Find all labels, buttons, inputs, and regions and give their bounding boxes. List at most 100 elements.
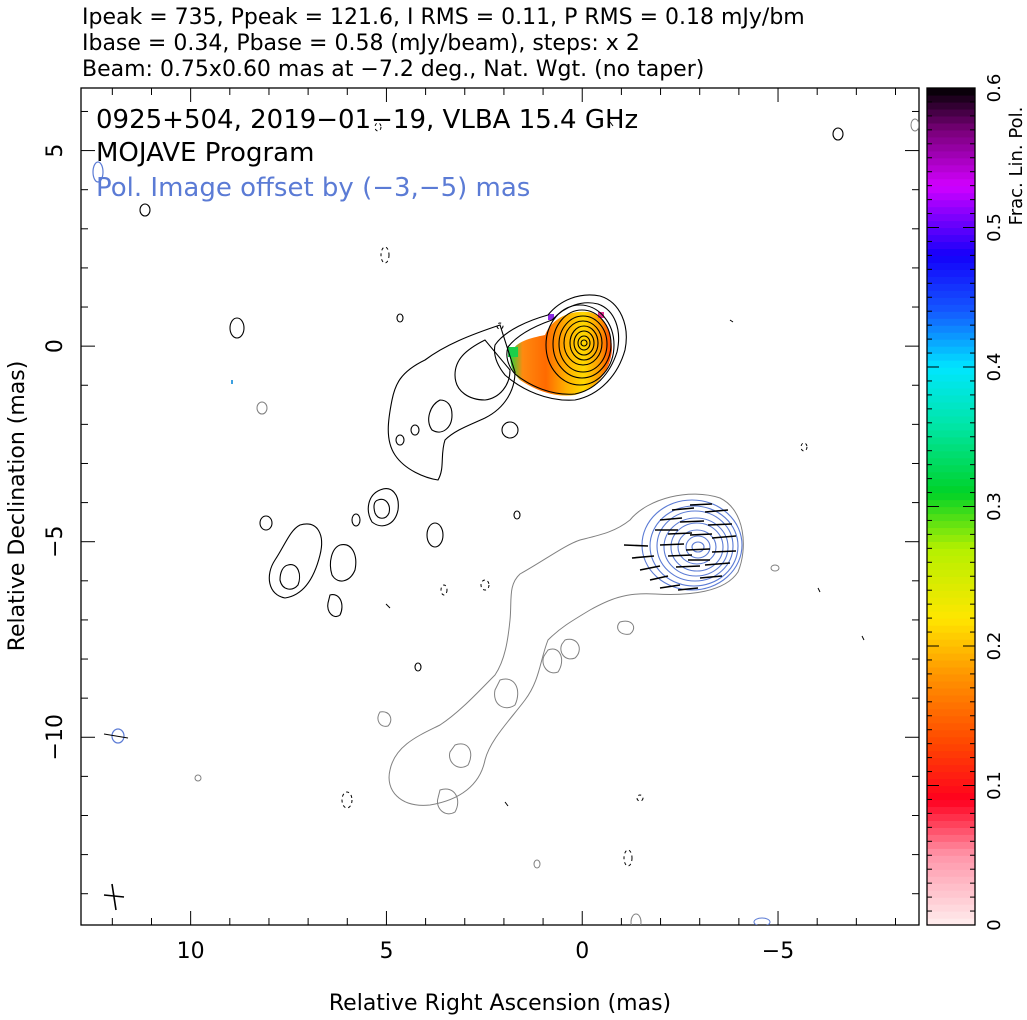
colorbar-band bbox=[927, 701, 975, 710]
colorbar-band bbox=[927, 862, 975, 870]
colorbar-band bbox=[927, 101, 975, 110]
lowlevel-island bbox=[194, 774, 202, 782]
colorbar-band bbox=[927, 604, 975, 612]
frac-pol-core-image bbox=[510, 311, 612, 396]
colorbar-band bbox=[927, 673, 975, 682]
colorbar-band bbox=[927, 178, 975, 187]
source-annotation: 0925+504, 2019−01−19, VLBA 15.4 GHz bbox=[96, 105, 638, 135]
stokes-i-jet-contours bbox=[139, 127, 844, 672]
colorbar-band bbox=[927, 192, 975, 201]
colorbar-band bbox=[927, 583, 975, 591]
lowlevel-island bbox=[377, 711, 392, 727]
colorbar-band bbox=[927, 380, 975, 389]
lowlevel-island bbox=[494, 678, 519, 709]
colorbar-title: Frac. Lin. Pol. bbox=[1006, 107, 1027, 226]
lowlevel-island bbox=[617, 620, 635, 635]
colorbar-band bbox=[927, 108, 975, 117]
colorbar-band bbox=[927, 904, 975, 912]
x-axis-title: Relative Right Ascension (mas) bbox=[329, 991, 671, 1016]
colorbar-band bbox=[927, 136, 975, 145]
pol-core-contours bbox=[641, 499, 743, 591]
colorbar-band bbox=[927, 555, 975, 563]
colorbar-band bbox=[927, 590, 975, 598]
colorbar-band bbox=[927, 666, 975, 675]
colorbar-band bbox=[927, 318, 975, 326]
colorbar-band bbox=[927, 708, 975, 717]
colorbar-band bbox=[927, 297, 975, 305]
colorbar-band bbox=[927, 527, 975, 535]
colorbar-band bbox=[927, 883, 975, 891]
colorbar-band bbox=[927, 122, 975, 131]
colorbar-band bbox=[927, 499, 975, 508]
colorbar-band bbox=[927, 269, 975, 277]
colorbar-band bbox=[927, 408, 975, 417]
colorbar-band bbox=[927, 290, 975, 298]
colorbar-band bbox=[927, 848, 975, 856]
colorbar-band bbox=[927, 764, 975, 773]
colorbar-tick-label: 0.5 bbox=[984, 213, 1005, 242]
colorbar-band bbox=[927, 94, 975, 103]
colorbar-band bbox=[927, 339, 975, 347]
colorbar-band bbox=[927, 401, 975, 410]
colorbar-band bbox=[927, 234, 975, 243]
colorbar-band bbox=[927, 680, 975, 689]
colorbar-band bbox=[927, 367, 975, 375]
colorbar-band bbox=[927, 729, 975, 738]
colorbar-band bbox=[927, 743, 975, 752]
beam-marker bbox=[103, 883, 125, 911]
colorbar-band bbox=[927, 597, 975, 605]
colorbar-band bbox=[927, 771, 975, 780]
colorbar-band bbox=[927, 785, 975, 794]
colorbar: 0 0.1 0.2 0.3 0.4 0.5 0.6 bbox=[926, 74, 1005, 931]
colorbar-band bbox=[927, 778, 975, 787]
colorbar-band bbox=[927, 353, 975, 361]
lowlevel-island bbox=[630, 913, 642, 925]
negative-contours bbox=[341, 122, 808, 867]
colorbar-tick-label: 0.1 bbox=[984, 771, 1005, 800]
frac-pol-pixel bbox=[508, 347, 518, 357]
lowlevel-island bbox=[92, 161, 104, 183]
colorbar-band bbox=[927, 332, 975, 340]
lowlevel-island bbox=[770, 564, 780, 572]
colorbar-band bbox=[927, 262, 975, 270]
colorbar-band bbox=[927, 548, 975, 556]
colorbar-band bbox=[927, 820, 975, 828]
colorbar-band bbox=[927, 311, 975, 319]
lowlevel-island bbox=[560, 638, 580, 660]
colorbar-band bbox=[927, 750, 975, 759]
colorbar-band bbox=[927, 325, 975, 333]
pol-offset-annotation: Pol. Image offset by (−3,−5) mas bbox=[96, 173, 530, 203]
colorbar-band bbox=[927, 736, 975, 745]
colorbar-band bbox=[927, 813, 975, 821]
colorbar-band bbox=[927, 541, 975, 549]
colorbar-band bbox=[927, 569, 975, 577]
colorbar-band bbox=[927, 150, 975, 159]
colorbar-band bbox=[927, 869, 975, 877]
colorbar-band bbox=[927, 687, 975, 696]
pol-image-lowlevel-contour bbox=[388, 493, 744, 806]
colorbar-tick-label: 0 bbox=[984, 919, 1005, 930]
x-tick-label: −5 bbox=[762, 939, 794, 964]
y-tick-label: −10 bbox=[43, 714, 68, 760]
colorbar-band bbox=[927, 213, 975, 222]
colorbar-band bbox=[927, 283, 975, 291]
colorbar-band bbox=[927, 506, 975, 515]
y-tick-label: −5 bbox=[43, 525, 68, 557]
small-ticks bbox=[103, 121, 865, 807]
colorbar-band bbox=[927, 715, 975, 724]
colorbar-band bbox=[927, 841, 975, 849]
plot-frame bbox=[80, 87, 920, 926]
colorbar-band bbox=[927, 346, 975, 354]
axes: 10 5 0 −5 5 0 −5 −10 bbox=[43, 88, 919, 964]
colorbar-band bbox=[927, 227, 975, 236]
colorbar-band bbox=[927, 625, 975, 633]
colorbar-band bbox=[927, 387, 975, 396]
colorbar-tick-label: 0.2 bbox=[984, 632, 1005, 661]
colorbar-band bbox=[927, 415, 975, 424]
colorbar-band bbox=[927, 897, 975, 905]
colorbar-band bbox=[927, 806, 975, 814]
colorbar-band bbox=[927, 694, 975, 703]
colorbar-band bbox=[927, 157, 975, 166]
colorbar-band bbox=[927, 918, 975, 926]
colorbar-band bbox=[927, 792, 975, 801]
